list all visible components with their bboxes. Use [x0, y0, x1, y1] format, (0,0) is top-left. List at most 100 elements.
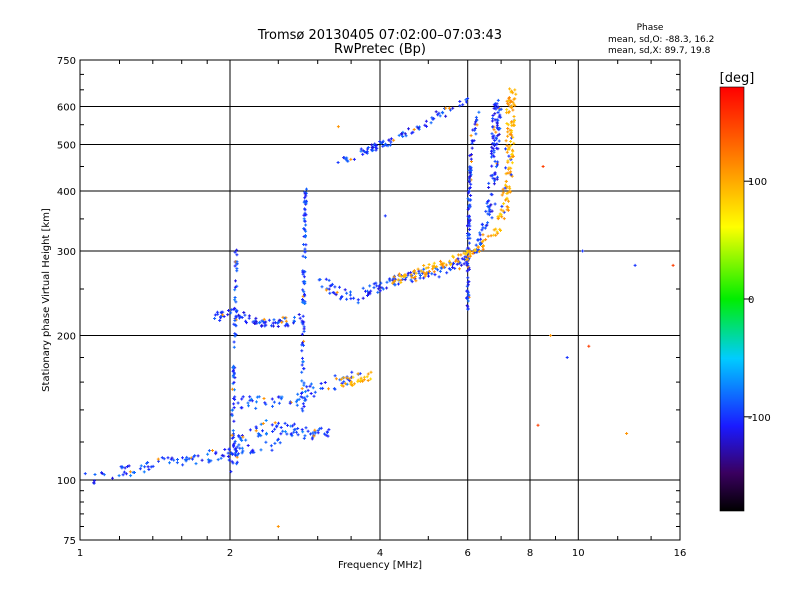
data-point: [466, 276, 470, 280]
data-point: [498, 227, 502, 231]
data-point: [238, 316, 241, 320]
data-point: [348, 293, 352, 297]
data-point: [254, 319, 258, 323]
data-point: [370, 148, 374, 152]
data-point: [485, 201, 489, 205]
data-point: [484, 209, 488, 213]
data-point: [343, 288, 347, 292]
data-point: [422, 276, 426, 280]
data-point: [486, 200, 490, 204]
data-point: [302, 367, 306, 371]
data-point: [304, 200, 308, 204]
data-point: [300, 391, 303, 395]
data-point: [504, 172, 508, 176]
x-tick-label: 2: [227, 548, 233, 559]
data-point: [246, 401, 250, 405]
data-point: [233, 376, 237, 380]
data-point: [196, 454, 200, 458]
data-point: [468, 228, 472, 231]
data-point: [495, 230, 499, 234]
data-point: [214, 452, 218, 456]
data-point: [301, 341, 304, 345]
data-point: [377, 284, 381, 288]
data-point: [301, 270, 305, 274]
data-point: [506, 130, 510, 134]
data-point: [481, 244, 485, 248]
data-point: [501, 209, 505, 213]
data-point: [128, 470, 132, 474]
data-point: [339, 377, 343, 381]
data-point: [467, 220, 471, 224]
data-point: [471, 139, 475, 143]
data-point: [264, 419, 268, 422]
data-point: [490, 164, 494, 168]
data-point: [279, 397, 283, 401]
data-point: [303, 399, 307, 403]
data-point: [400, 132, 404, 136]
data-point: [508, 87, 512, 91]
data-point: [312, 434, 316, 438]
data-point: [371, 146, 375, 149]
data-point: [403, 132, 407, 136]
data-point: [495, 142, 499, 146]
data-point: [402, 274, 406, 278]
tick-layer: 1 2 4 6 8 10 16 75 100 200 300 400 500 600 750: [57, 56, 686, 559]
chart-subtitle: RwPretec (Bp): [334, 42, 426, 57]
data-point: [431, 117, 435, 121]
data-point: [277, 421, 280, 425]
data-point: [327, 428, 331, 432]
y-tick-label: 400: [57, 187, 76, 198]
data-point: [467, 216, 471, 220]
data-point: [299, 395, 303, 399]
data-point: [121, 473, 125, 477]
data-point: [170, 456, 174, 460]
data-point: [509, 140, 513, 143]
data-point: [487, 181, 491, 185]
data-point: [489, 192, 493, 196]
data-point: [139, 464, 143, 468]
data-point: [465, 258, 469, 262]
data-point: [501, 187, 505, 191]
data-point: [369, 377, 373, 381]
data-point: [304, 194, 308, 198]
data-point: [352, 296, 356, 300]
data-point: [485, 223, 489, 227]
data-point: [397, 133, 401, 137]
data-point: [231, 366, 235, 370]
data-point: [273, 441, 277, 445]
data-point: [181, 456, 184, 460]
data-point: [303, 294, 307, 298]
data-point: [489, 152, 493, 156]
data-point: [469, 168, 473, 172]
data-point: [255, 395, 259, 399]
data-point: [302, 290, 306, 294]
x-axis-label: Frequency [MHz]: [338, 560, 422, 571]
data-point: [412, 128, 416, 131]
data-point: [264, 440, 268, 444]
data-point: [410, 280, 414, 284]
data-point: [281, 429, 285, 433]
data-point: [497, 139, 501, 143]
data-point: [345, 376, 349, 380]
data-point: [343, 156, 347, 160]
data-point: [500, 193, 504, 197]
data-point: [468, 171, 472, 175]
data-point: [494, 165, 498, 169]
data-point: [234, 447, 238, 451]
data-point: [300, 379, 304, 383]
colorbar-tick-label: 100: [748, 177, 767, 188]
data-point: [422, 264, 426, 267]
data-point: [431, 267, 434, 271]
data-point: [494, 227, 498, 231]
data-point: [468, 154, 472, 158]
data-point: [306, 388, 310, 392]
data-point: [230, 414, 234, 418]
data-point: [122, 470, 126, 474]
data-point: [92, 479, 96, 483]
data-point: [279, 426, 283, 429]
data-point: [303, 207, 307, 211]
data-point: [432, 261, 436, 265]
data-point: [260, 323, 264, 327]
data-point: [511, 149, 515, 153]
data-point: [349, 382, 353, 386]
